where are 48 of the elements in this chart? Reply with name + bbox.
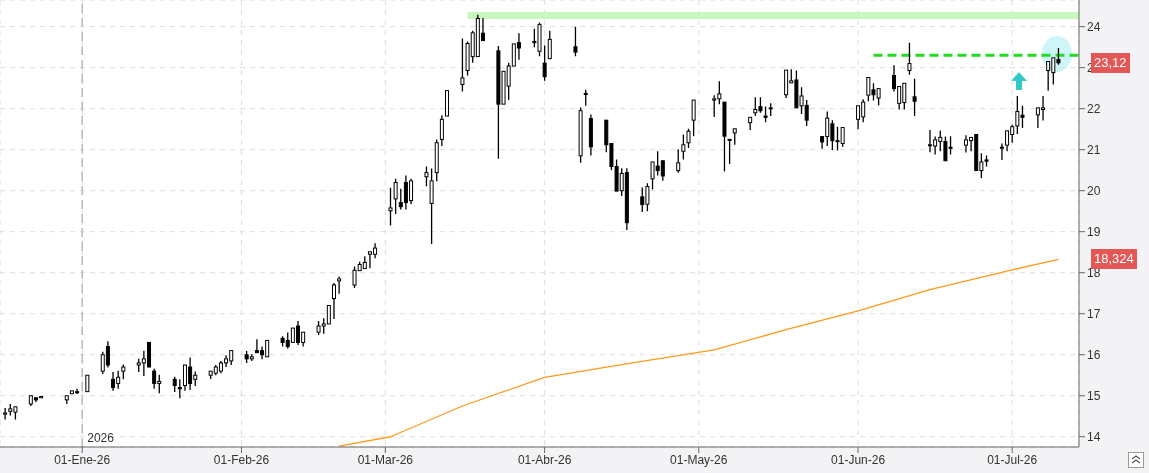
candlestick [912, 78, 917, 117]
candlestick [445, 90, 450, 117]
x-tick-label: 01-Jul-26 [987, 452, 1038, 467]
candlestick [111, 371, 116, 392]
candlestick [388, 187, 393, 227]
candlestick [856, 105, 861, 130]
candlestick [722, 101, 727, 173]
candlestick [105, 340, 110, 369]
candlestick [542, 44, 547, 82]
candlestick [1046, 61, 1051, 92]
y-tick-label: 14 [1087, 430, 1101, 445]
candlestick [337, 275, 342, 295]
text: 23,12 [1091, 52, 1130, 73]
x-tick-label: 01-Jun-26 [831, 452, 886, 467]
ref-line-label: 2026 [87, 431, 115, 445]
x-tick-label: 01-Feb-26 [213, 452, 270, 467]
candlestick [573, 26, 578, 57]
candlestick [3, 407, 8, 421]
x-tick-label: 01-Ene-26 [54, 452, 111, 467]
candlestick [439, 114, 444, 147]
candlestick [460, 37, 465, 93]
candlestick [588, 113, 593, 157]
candlestick [1005, 130, 1010, 152]
candlestick [784, 69, 789, 99]
x-tick-label: 01-Mar-26 [357, 452, 414, 467]
candlestick [326, 305, 331, 325]
y-tick-label: 17 [1087, 306, 1101, 321]
candlestick [429, 167, 434, 245]
y-tick-label: 15 [1087, 389, 1101, 403]
y-tick-label: 21 [1087, 142, 1101, 157]
candlestick [681, 133, 686, 161]
candlestick [85, 374, 90, 393]
y-tick-label: 24 [1087, 19, 1101, 34]
y-tick-label: 20 [1087, 183, 1101, 198]
line-series [338, 258, 1060, 447]
text: 18,324 [1091, 249, 1137, 270]
x-tick-label: 01-May-26 [670, 452, 728, 467]
candlestick [727, 138, 732, 165]
x-tick-label: 01-Abr-26 [517, 452, 572, 467]
candlestick [712, 94, 717, 118]
candlestick [907, 42, 912, 76]
candlestick [331, 282, 336, 320]
candlestick [152, 368, 157, 390]
y-tick-label: 19 [1087, 224, 1101, 239]
candlestick [999, 142, 1004, 161]
y-tick-label: 22 [1087, 101, 1101, 116]
candlestick [393, 178, 398, 215]
y-tick-label: 16 [1087, 347, 1101, 362]
